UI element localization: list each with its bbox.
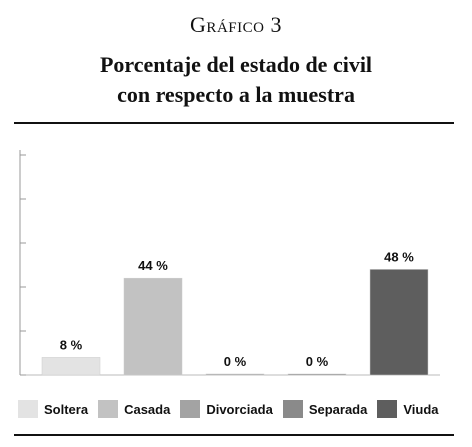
legend-swatch <box>180 400 201 418</box>
legend-label: Soltera <box>44 401 89 417</box>
bar-soltera <box>41 357 101 376</box>
data-label-separada: 0 % <box>306 354 329 369</box>
legend-label: Divorciada <box>206 401 273 417</box>
data-labels-group: 8 % 44 % 0 % 0 % 48 % <box>60 249 414 369</box>
legend: Soltera Casada Divorciada Separada Viuda <box>18 398 439 420</box>
legend-swatch <box>282 400 303 418</box>
bar-viuda <box>369 269 429 376</box>
figure-number: Gráfico 3 <box>190 12 282 37</box>
legend-item-divorciada: Divorciada <box>180 400 273 418</box>
bar-separada <box>287 373 347 376</box>
chart-title-line-1: Porcentaje del estado de civil <box>99 52 373 77</box>
data-label-divorciada: 0 % <box>224 354 247 369</box>
legend-swatch <box>18 400 38 418</box>
bars-group <box>41 269 429 376</box>
legend-item-viuda: Viuda <box>377 400 439 418</box>
data-label-viuda: 48 % <box>384 249 414 264</box>
data-label-casada: 44 % <box>138 258 168 273</box>
top-rule <box>14 122 454 124</box>
legend-label: Casada <box>124 401 171 417</box>
legend-label: Viuda <box>403 401 439 417</box>
legend-swatch <box>377 400 398 418</box>
chart-title: Porcentaje del estado de civil con respe… <box>0 50 472 110</box>
legend-item-separada: Separada <box>282 400 368 418</box>
chart-title-line-2: con respecto a la muestra <box>117 82 355 107</box>
bar-divorciada <box>205 373 265 376</box>
legend-swatch <box>98 400 119 418</box>
data-label-soltera: 8 % <box>60 337 83 352</box>
legend-item-casada: Casada <box>98 400 170 418</box>
bar-casada <box>123 277 183 376</box>
legend-label: Separada <box>308 401 368 417</box>
bottom-rule <box>14 434 454 436</box>
legend-item-soltera: Soltera <box>18 400 88 418</box>
